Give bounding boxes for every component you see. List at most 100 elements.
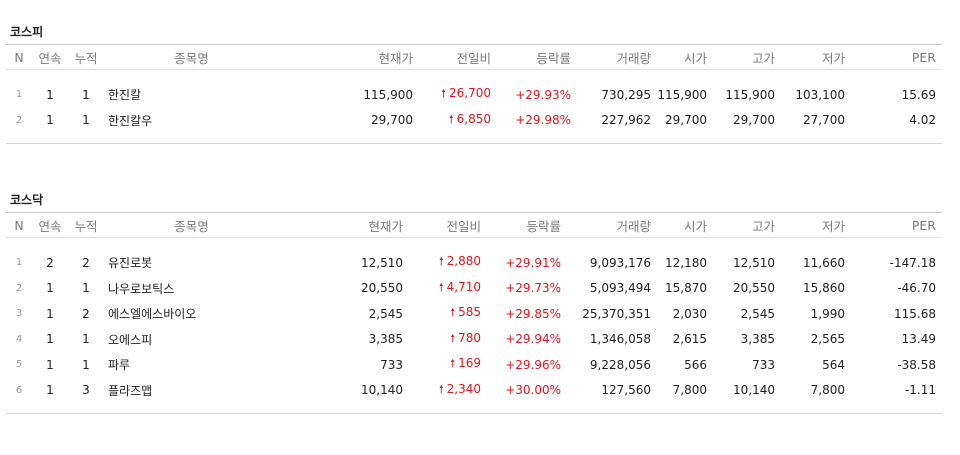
- low-cell: 564: [822, 357, 845, 372]
- price-cell: 115,900: [363, 87, 413, 102]
- high-cell: 12,510: [733, 255, 775, 270]
- change-value: 585: [458, 305, 481, 320]
- volume-cell: 127,560: [601, 383, 651, 398]
- streak-cell: 1: [46, 306, 54, 321]
- low-cell: 11,660: [803, 255, 845, 270]
- col-header-name: 종목명: [174, 50, 209, 66]
- up-arrow-icon: 🠕: [438, 255, 444, 269]
- per-cell: 13.49: [901, 332, 936, 347]
- price-cell: 3,385: [368, 332, 403, 347]
- high-cell: 3,385: [740, 332, 775, 347]
- row-number: 1: [15, 89, 23, 101]
- change-cell: 🠕 585: [409, 301, 487, 327]
- up-arrow-icon: 🠕: [450, 331, 456, 345]
- volume-cell: 227,962: [601, 113, 651, 128]
- row-number: 4: [15, 333, 23, 345]
- up-arrow-icon: 🠕: [438, 280, 444, 294]
- per-cell: -46.70: [897, 281, 936, 296]
- table-row: 6 1 3 플라즈맵 10,140 🠕 2,340 +30.00% 127,560…: [6, 378, 942, 404]
- volume-cell: 730,295: [601, 87, 651, 102]
- col-header-change: 전일비: [456, 50, 491, 66]
- stock-name-link[interactable]: 유진로봇: [108, 256, 153, 271]
- col-header-n: N: [14, 217, 24, 233]
- section-title: 코스피: [10, 25, 44, 39]
- total-cell: 1: [82, 357, 90, 372]
- section-title: 코스닥: [10, 193, 44, 207]
- col-header-low: 저가: [821, 50, 845, 66]
- col-header-total: 누적: [74, 50, 98, 66]
- col-header-streak: 연속: [38, 50, 62, 66]
- open-cell: 7,800: [672, 383, 707, 398]
- high-cell: 2,545: [740, 306, 775, 321]
- price-cell: 2,545: [368, 306, 403, 321]
- streak-cell: 1: [46, 357, 54, 372]
- up-arrow-icon: 🠕: [448, 112, 454, 126]
- table-header-row: N 연속 누적 종목명 현재가 전일비 등락률 거래량 시가 고가 저가 PER: [6, 44, 942, 70]
- table-row: 4 1 1 오에스피 3,385 🠕 780 +29.94% 1,346,058 …: [6, 327, 942, 353]
- change-cell: 🠕 26,700: [419, 82, 497, 108]
- stock-name-link[interactable]: 파루: [108, 358, 131, 373]
- table-row: 3 1 2 에스엘에스바이오 2,545 🠕 585 +29.85% 25,370…: [6, 301, 942, 327]
- volume-cell: 25,370,351: [582, 306, 651, 321]
- row-number: 3: [15, 308, 23, 320]
- open-cell: 15,870: [665, 281, 707, 296]
- low-cell: 103,100: [795, 87, 845, 102]
- open-cell: 12,180: [665, 255, 707, 270]
- stock-table: N 연속 누적 종목명 현재가 전일비 등락률 거래량 시가 고가 저가 PER: [6, 212, 942, 414]
- kosdaq-section: 코스닥 N 연속 누적 종목명 현재가 전일비 등락률 거래량 시가 고가: [6, 190, 942, 414]
- col-header-low: 저가: [821, 218, 845, 234]
- streak-cell: 1: [46, 281, 54, 296]
- table-row: 5 1 1 파루 733 🠕 169 +29.96% 9,228,056 566 …: [6, 352, 942, 378]
- up-arrow-icon: 🠕: [450, 357, 456, 371]
- total-cell: 2: [82, 306, 90, 321]
- rate-cell: +29.91%: [505, 255, 561, 270]
- change-cell: 🠕 4,710: [409, 276, 487, 302]
- low-cell: 27,700: [803, 113, 845, 128]
- stock-name-link[interactable]: 오에스피: [108, 332, 153, 347]
- up-arrow-icon: 🠕: [438, 382, 444, 396]
- col-header-volume: 거래량: [616, 50, 651, 66]
- col-header-high: 고가: [751, 218, 775, 234]
- streak-cell: 1: [46, 113, 54, 128]
- col-header-total: 누적: [74, 218, 98, 234]
- row-number: 1: [15, 257, 23, 269]
- row-number: 2: [15, 114, 23, 126]
- col-header-streak: 연속: [38, 218, 62, 234]
- rate-cell: +29.93%: [515, 87, 571, 102]
- price-cell: 733: [380, 357, 403, 372]
- col-header-volume: 거래량: [616, 218, 651, 234]
- open-cell: 566: [684, 357, 707, 372]
- price-cell: 20,550: [361, 281, 403, 296]
- row-number: 5: [15, 359, 23, 371]
- table-row: 2 1 1 한진칼우 29,700 🠕 6,850 +29.98% 227,962…: [6, 108, 942, 134]
- col-header-name: 종목명: [174, 218, 209, 234]
- stock-name-link[interactable]: 플라즈맵: [108, 383, 153, 398]
- stock-name-link[interactable]: 나우로보틱스: [108, 281, 175, 296]
- change-value: 2,880: [446, 254, 481, 269]
- row-number: 2: [15, 282, 23, 294]
- price-cell: 12,510: [361, 255, 403, 270]
- price-cell: 10,140: [361, 383, 403, 398]
- col-header-high: 고가: [751, 50, 775, 66]
- stock-name-link[interactable]: 한진칼: [108, 88, 142, 103]
- total-cell: 1: [82, 332, 90, 347]
- low-cell: 15,860: [803, 281, 845, 296]
- per-cell: 115.68: [894, 306, 936, 321]
- table-row: 2 1 1 나우로보틱스 20,550 🠕 4,710 +29.73% 5,093…: [6, 276, 942, 302]
- low-cell: 7,800: [810, 383, 845, 398]
- change-cell: 🠕 6,850: [419, 108, 497, 134]
- change-value: 26,700: [449, 86, 491, 101]
- streak-cell: 2: [46, 255, 54, 270]
- open-cell: 2,030: [672, 306, 707, 321]
- streak-cell: 1: [46, 87, 54, 102]
- stock-name-link[interactable]: 한진칼우: [108, 113, 153, 128]
- table-row: 1 1 1 한진칼 115,900 🠕 26,700 +29.93% 730,29…: [6, 82, 942, 108]
- per-cell: -1.11: [904, 383, 936, 398]
- rate-cell: +29.96%: [505, 357, 561, 372]
- stock-name-link[interactable]: 에스엘에스바이오: [108, 307, 197, 322]
- volume-cell: 5,093,494: [589, 281, 651, 296]
- change-value: 6,850: [456, 111, 491, 126]
- total-cell: 2: [82, 255, 90, 270]
- col-header-rate: 등락률: [536, 50, 571, 66]
